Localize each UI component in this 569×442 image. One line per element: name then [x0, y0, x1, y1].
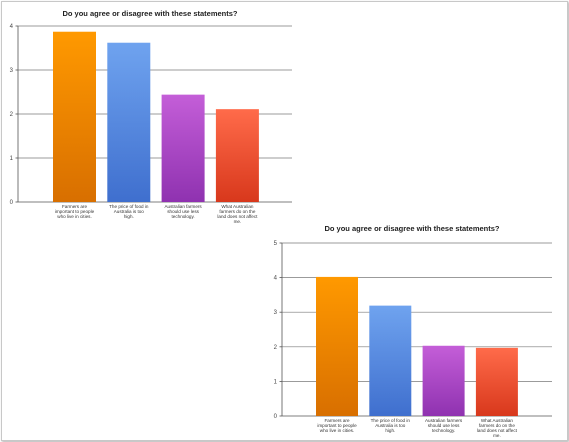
category-label: The price of food in Australia is too high…	[109, 204, 149, 219]
chart-title: Do you agree or disagree with these stat…	[62, 9, 237, 18]
category-label: The price of food in Australia is too high…	[371, 418, 411, 433]
bar	[316, 276, 358, 416]
y-tick-label: 4	[274, 276, 278, 282]
y-tick-label: 3	[274, 310, 278, 316]
category-label: What Australian farmers do on the land doe…	[217, 204, 258, 224]
y-tick-label: 3	[10, 68, 14, 74]
bar	[215, 109, 259, 202]
bar	[53, 31, 96, 202]
y-tick-label: 2	[10, 112, 14, 118]
chart-agree-disagree-2: Do you agree or disagree with these stat…	[274, 224, 552, 438]
y-tick-label: 1	[274, 379, 278, 385]
category-label: Farmers are important to people who live i…	[317, 418, 357, 433]
bar	[107, 42, 151, 202]
y-tick-label: 0	[274, 414, 278, 420]
category-label: What Australian farmers do on the land doe…	[477, 418, 518, 438]
y-tick-label: 5	[274, 241, 278, 247]
bar	[422, 345, 465, 416]
bar	[475, 347, 518, 416]
bar	[161, 94, 205, 202]
y-tick-label: 2	[274, 345, 278, 351]
y-tick-label: 0	[10, 200, 14, 206]
bar	[369, 305, 412, 416]
chart-title: Do you agree or disagree with these stat…	[324, 224, 499, 233]
category-label: Australian farmers should use less technol…	[425, 418, 463, 433]
chart-agree-disagree-1: Do you agree or disagree with these stat…	[10, 9, 292, 224]
y-tick-label: 1	[10, 156, 14, 162]
y-tick-label: 4	[10, 24, 14, 30]
category-label: Australian farmers should use less technol…	[164, 204, 202, 219]
category-label: Farmers are important to people who live i…	[55, 204, 95, 219]
